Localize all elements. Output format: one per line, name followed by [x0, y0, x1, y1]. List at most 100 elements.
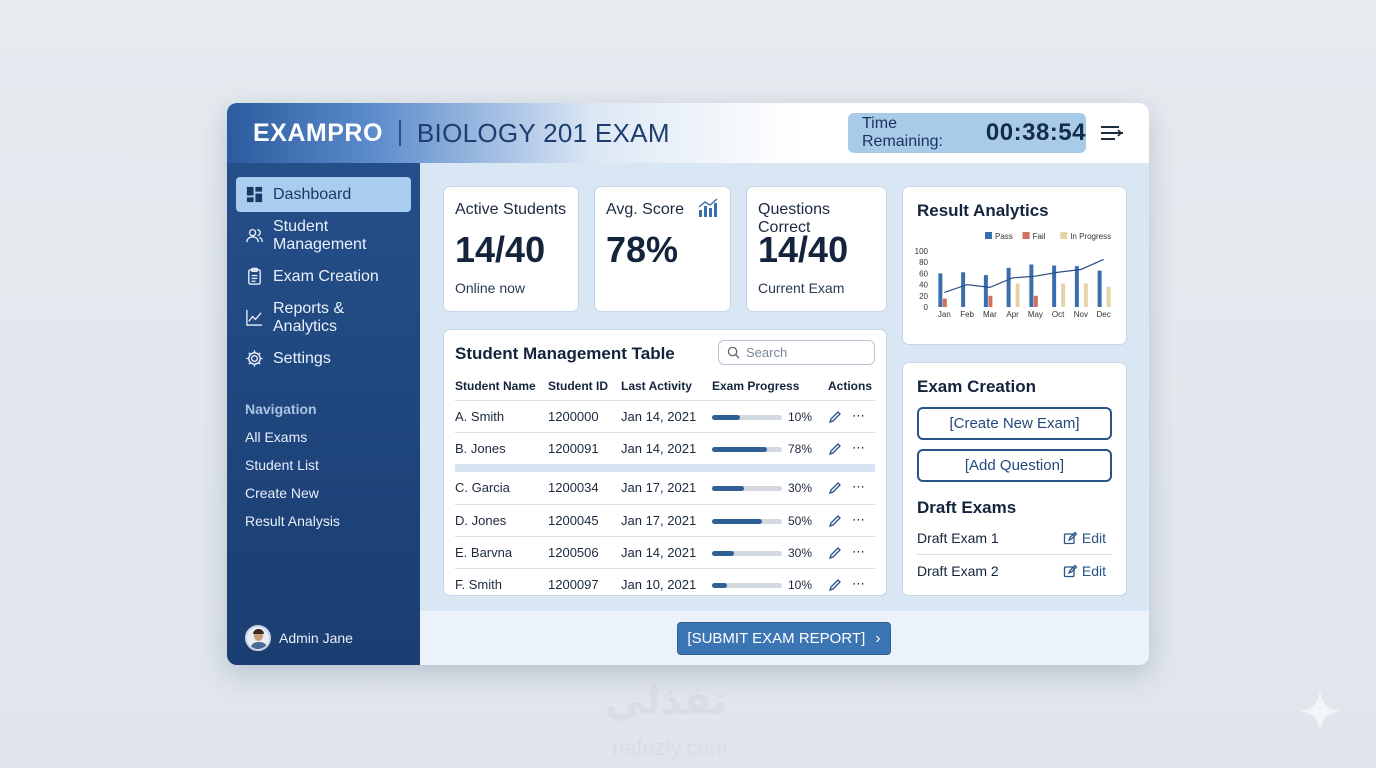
stat-value: 14/40: [758, 229, 849, 270]
time-remaining-box: Time Remaining: 00:38:54: [848, 113, 1086, 153]
more-icon[interactable]: ⋯: [852, 576, 866, 591]
progress-bar: [712, 583, 782, 588]
col-header-exam-progress[interactable]: Exam Progress: [712, 379, 800, 393]
cell-last-activity: Jan 14, 2021: [621, 545, 697, 560]
cell-name: F. Smith: [455, 577, 502, 592]
bar-pass: [1097, 270, 1102, 307]
navigation-heading: Navigation: [245, 401, 317, 417]
result-analytics-card: Result Analytics 0 20 40 60 80 100 Pass Fail In …: [902, 186, 1127, 345]
add-question-button[interactable]: [Add Question]: [917, 449, 1112, 482]
exam-title: BIOLOGY 201 EXAM: [416, 117, 670, 148]
y-tick-label: 20: [919, 292, 928, 301]
col-header-actions[interactable]: Actions: [828, 379, 873, 393]
stat-title: Questions Correct: [758, 201, 831, 236]
trend-line: [944, 258, 1104, 294]
sidebar-item-student-management[interactable]: Student Management: [236, 218, 411, 253]
progress-fill: [712, 551, 735, 556]
watermark-logo: نفذلي: [605, 679, 728, 723]
bar-pass: [938, 273, 943, 307]
pencil-icon[interactable]: [828, 442, 842, 456]
pencil-icon[interactable]: [828, 514, 842, 528]
draft-exam-row: Draft Exam 1 Edit: [917, 522, 1112, 554]
stat-subtitle: Current Exam: [758, 280, 845, 296]
bar-in-progress: [1083, 283, 1088, 307]
app-header: EXAMPRO BIOLOGY 201 EXAM Time Remaining:…: [227, 103, 1149, 163]
search-input[interactable]: Search: [718, 340, 875, 365]
nav-link-create-new[interactable]: Create New: [245, 485, 319, 501]
col-header-student-id[interactable]: Student ID: [548, 379, 608, 393]
progress-percent: 78%: [788, 442, 813, 456]
x-tick-label: Oct: [1052, 310, 1065, 319]
user-profile[interactable]: Admin Jane: [245, 625, 353, 651]
more-icon[interactable]: ⋯: [852, 512, 866, 527]
draft-exam-name: Draft Exam 1: [917, 530, 999, 546]
app-window: EXAMPRO BIOLOGY 201 EXAM Time Remaining:…: [227, 103, 1149, 665]
x-tick-label: May: [1028, 310, 1043, 319]
bar-pass: [1074, 266, 1079, 307]
more-icon[interactable]: ⋯: [852, 544, 866, 559]
progress-bar: [712, 519, 782, 524]
search-icon: [727, 346, 740, 359]
sparkle-icon: [1299, 690, 1341, 732]
bar-pass: [1029, 264, 1034, 307]
cell-name: E. Barvna: [455, 545, 513, 560]
stat-value: 78%: [606, 229, 679, 270]
exam-creation-card: Exam Creation [Create New Exam] [Add Que…: [902, 362, 1127, 596]
draft-edit-label: Edit: [1081, 563, 1106, 579]
sidebar-item-label: Exam Creation: [273, 267, 379, 285]
menu-icon[interactable]: [1099, 123, 1125, 143]
pencil-icon[interactable]: [828, 481, 842, 495]
col-header-last-activity[interactable]: Last Activity: [621, 379, 692, 393]
nav-link-student-list[interactable]: Student List: [245, 457, 319, 473]
table-row[interactable]: B. Jones 1200091 Jan 14, 2021 78% ⋯: [455, 432, 875, 464]
clipboard-icon: [248, 267, 261, 285]
table-row[interactable]: A. Smith 1200000 Jan 14, 2021 10% ⋯: [455, 400, 875, 432]
pencil-icon[interactable]: [828, 410, 842, 424]
line-chart-icon: [246, 309, 263, 326]
users-icon: [246, 228, 263, 243]
stat-title: Avg. Score: [606, 201, 684, 218]
create-new-exam-button[interactable]: [Create New Exam]: [917, 407, 1112, 440]
sidebar-item-dashboard[interactable]: Dashboard: [236, 177, 411, 212]
search-placeholder: Search: [746, 345, 788, 360]
nav-link-result-analysis[interactable]: Result Analysis: [245, 513, 340, 529]
more-icon[interactable]: ⋯: [852, 440, 866, 455]
timer-value: 00:38:54: [985, 119, 1086, 146]
sidebar-item-label: Settings: [273, 349, 331, 367]
table-row[interactable]: E. Barvna 1200506 Jan 14, 2021 30% ⋯: [455, 536, 875, 568]
pencil-icon[interactable]: [828, 578, 842, 592]
result-analytics-chart: 0 20 40 60 80 100 Pass Fail In Progress Jan Feb Mar…: [915, 232, 1111, 319]
x-tick-label: Mar: [983, 310, 997, 319]
bar-fail: [1033, 295, 1038, 307]
y-tick-label: 60: [919, 269, 928, 278]
col-header-student-name[interactable]: Student Name: [455, 379, 536, 393]
table-row[interactable]: F. Smith 1200097 Jan 10, 2021 10% ⋯: [455, 568, 875, 595]
draft-edit-button[interactable]: Edit: [1063, 563, 1106, 579]
cell-last-activity: Jan 17, 2021: [621, 513, 697, 528]
draft-edit-button[interactable]: Edit: [1063, 530, 1106, 546]
pencil-icon[interactable]: [828, 546, 842, 560]
sidebar-item-settings[interactable]: Settings: [236, 341, 411, 376]
progress-percent: 30%: [788, 546, 813, 560]
table-row[interactable]: D. Jones 1200045 Jan 17, 2021 50% ⋯: [455, 504, 875, 536]
progress-percent: 10%: [788, 410, 813, 424]
user-name: Admin Jane: [279, 630, 353, 646]
timer-label: Time Remaining:: [862, 115, 943, 150]
sidebar-item-label: Student Management: [273, 217, 367, 253]
nav-link-all-exams[interactable]: All Exams: [245, 429, 308, 445]
x-tick-label: Dec: [1097, 310, 1111, 319]
y-tick-label: 0: [924, 303, 929, 312]
sidebar-item-reports-analytics[interactable]: Reports & Analytics: [236, 300, 411, 335]
row-separator: [455, 464, 875, 472]
stat-subtitle: Online now: [455, 280, 526, 296]
submit-exam-report-button[interactable]: [SUBMIT EXAM REPORT] ›: [677, 622, 891, 655]
watermark-url: nafezly.com: [612, 735, 728, 760]
sidebar-item-exam-creation[interactable]: Exam Creation: [236, 259, 411, 294]
table-row[interactable]: C. Garcia 1200034 Jan 17, 2021 30% ⋯: [455, 472, 875, 504]
cell-name: B. Jones: [455, 441, 506, 456]
more-icon[interactable]: ⋯: [852, 479, 866, 494]
progress-fill: [712, 486, 744, 491]
draft-exam-name: Draft Exam 2: [917, 562, 999, 579]
progress-bar: [712, 551, 782, 556]
more-icon[interactable]: ⋯: [852, 408, 866, 423]
